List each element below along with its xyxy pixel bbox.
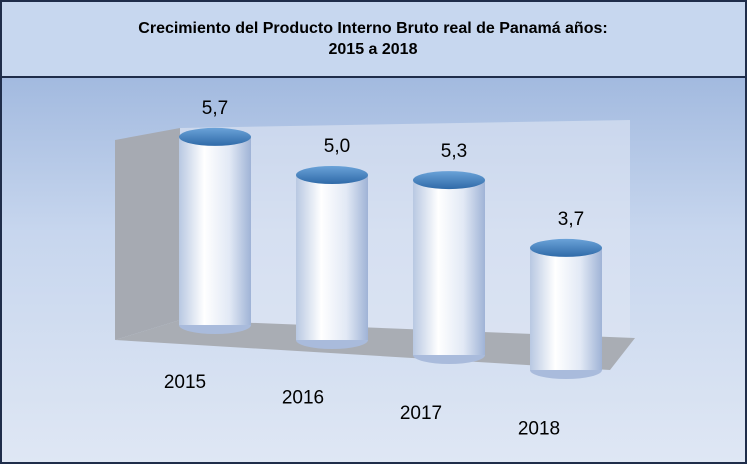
x-tick-label: 2018: [518, 419, 560, 440]
back-plane: [180, 120, 630, 340]
x-tick-label: 2017: [400, 403, 442, 424]
back-wall: [115, 128, 180, 340]
value-label: 5,0: [324, 136, 350, 157]
value-label: 5,3: [441, 141, 467, 162]
chart-title: Crecimiento del Producto Interno Bruto r…: [138, 20, 607, 37]
title-box: [0, 0, 747, 78]
cylinder: [413, 180, 485, 355]
cylinder-top: [530, 238, 602, 257]
x-tick-label: 2015: [164, 372, 206, 393]
cylinder-top: [179, 127, 251, 146]
cylinder-top: [296, 166, 368, 184]
cylinder-top: [413, 171, 485, 190]
floor: [115, 320, 635, 370]
cylinder: [179, 136, 251, 325]
chart-subtitle: 2015 a 2018: [329, 41, 418, 58]
cylinder: [296, 175, 368, 340]
x-tick-label: 2016: [282, 388, 324, 409]
value-label: 3,7: [558, 209, 584, 230]
value-label: 5,7: [202, 98, 228, 119]
cylinder: [530, 247, 602, 370]
